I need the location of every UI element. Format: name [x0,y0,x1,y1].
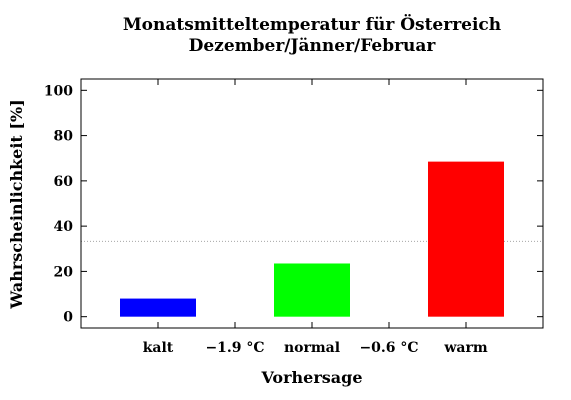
bar-warm [428,161,504,317]
plot-area: kalt normal warm −1.9 °C −0.6 °C 0 20 40 60 80 100 [44,78,544,356]
y-tick-label: 80 [54,129,74,145]
y-tick-label: 40 [54,219,74,235]
chart-subtitle: Dezember/Jänner/Februar [189,36,437,56]
x-tick-label: normal [284,340,340,356]
x-tick-label: warm [443,340,487,356]
y-tick-label: 20 [54,264,74,280]
x-axis-label: Vorhersage [260,368,362,387]
y-tick-label: 100 [44,83,73,99]
bar-kalt [120,298,196,317]
threshold-label: −1.9 °C [205,340,264,356]
y-tick-label: 0 [63,310,73,326]
x-tick-label: kalt [143,340,174,356]
y-tick-label: 60 [54,174,74,190]
threshold-label: −0.6 °C [359,340,418,356]
y-axis-label: Wahrscheinlichkeit [%] [7,99,26,309]
bar-normal [274,263,350,317]
chart-title: Monatsmitteltemperatur für Österreich [123,14,501,35]
